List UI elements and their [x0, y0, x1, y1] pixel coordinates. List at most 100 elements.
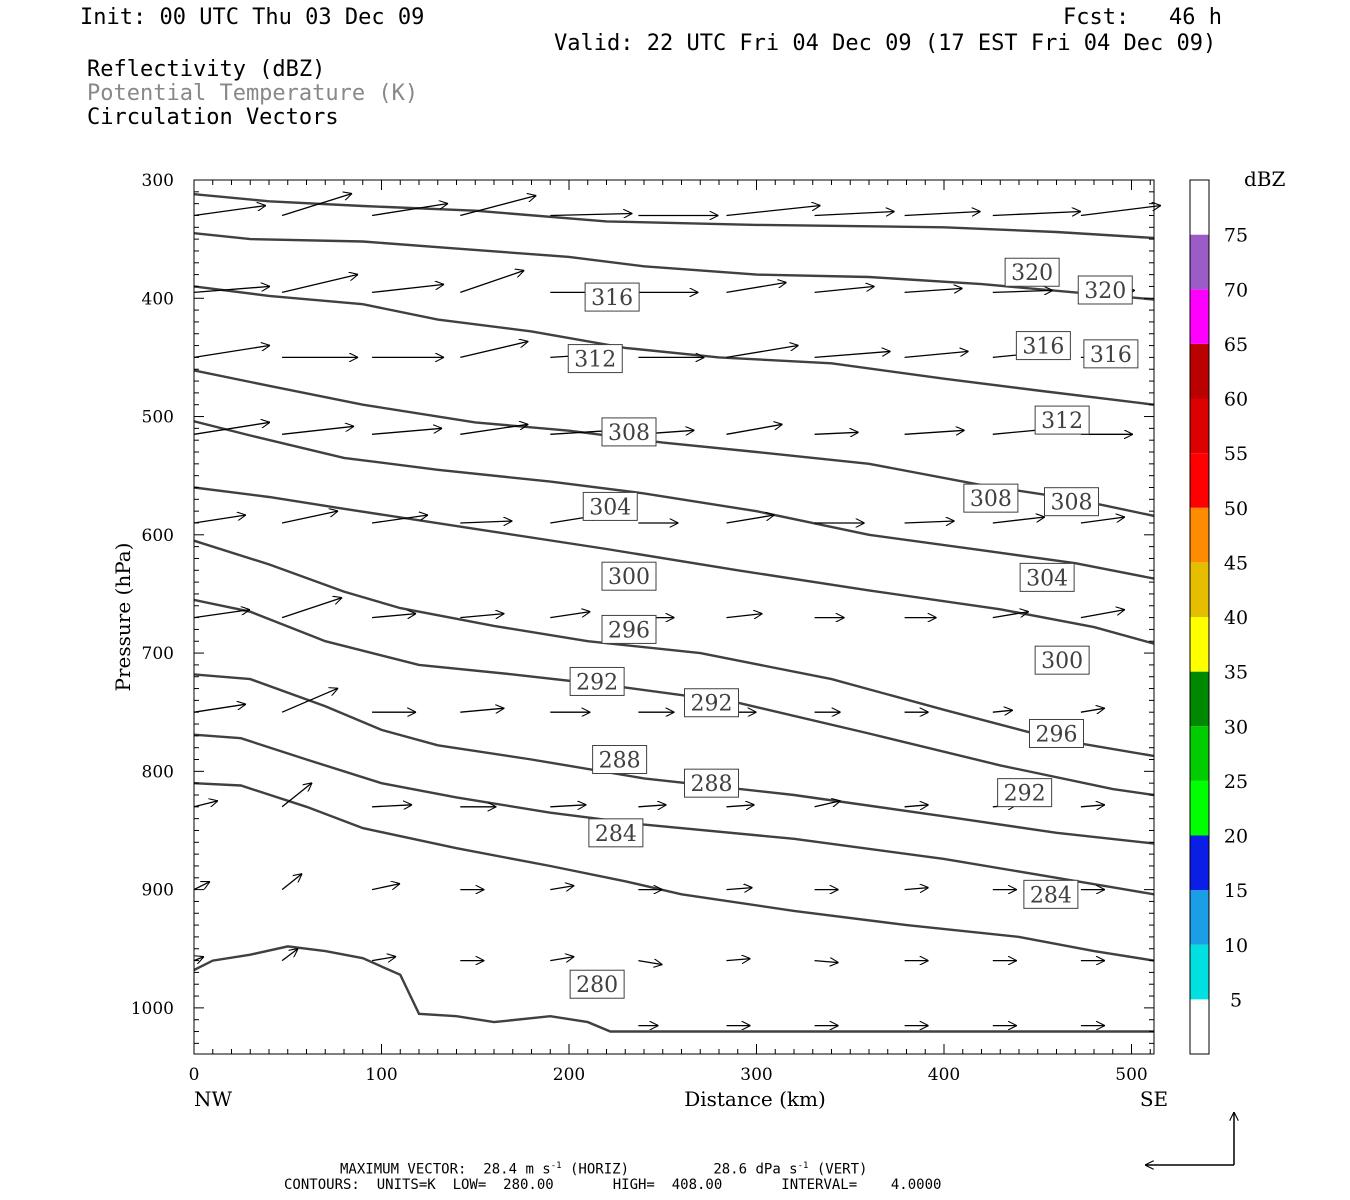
y-tick-label: 500 — [142, 408, 174, 428]
theta-contour-320 — [194, 232, 1154, 301]
wind-vector — [193, 422, 270, 435]
colorbar-tick-label: 5 — [1230, 989, 1242, 1011]
wind-vector — [904, 351, 969, 359]
wind-vector — [460, 424, 528, 435]
svg-text:284: 284 — [595, 822, 637, 847]
wind-vector — [904, 805, 929, 807]
y-tick-label: 1000 — [131, 999, 174, 1019]
vert-exponent: -1 — [797, 1161, 809, 1171]
wind-vector — [814, 351, 891, 359]
contour-label: 308 — [601, 417, 657, 447]
colorbar-swatch — [1190, 562, 1209, 617]
max-vector-horiz: 28.4 m s — [483, 1161, 551, 1178]
contour-label: 300 — [1034, 645, 1090, 675]
wind-vector — [372, 428, 442, 435]
theta-contour-288 — [194, 733, 1154, 896]
colorbar-tick-label: 60 — [1224, 389, 1248, 411]
field-title-reflectivity: Reflectivity (dBZ) — [87, 57, 326, 82]
max-vector-vert: 28.6 dPa s — [713, 1161, 798, 1178]
contour-label: 296 — [601, 614, 657, 644]
theta-contour-292 — [194, 673, 1154, 845]
colorbar-tick-label: 50 — [1224, 498, 1248, 520]
y-tick-label: 400 — [142, 289, 174, 309]
colorbar-tick-label: 65 — [1224, 334, 1248, 356]
colorbar-tick-label: 35 — [1224, 662, 1248, 684]
svg-text:300: 300 — [1041, 649, 1083, 674]
wind-vector — [1080, 708, 1105, 712]
wind-vector — [726, 206, 821, 217]
wind-vector — [460, 614, 504, 618]
wind-vector — [904, 212, 981, 216]
wind-vector — [193, 957, 204, 961]
colorbar-tick-label: 10 — [1224, 935, 1248, 957]
svg-text:316: 316 — [1090, 343, 1132, 368]
contour-label: 292 — [684, 688, 739, 718]
wind-vector — [281, 511, 338, 524]
theta-contour-308 — [194, 420, 1154, 580]
contour-label: 308 — [1044, 487, 1099, 517]
colorbar-swatch — [1190, 835, 1209, 891]
x-axis-left-label: NW — [194, 1087, 233, 1111]
wind-vector — [726, 805, 755, 807]
wind-vector — [1080, 206, 1161, 217]
contour-label: 296 — [1029, 718, 1084, 748]
x-tick-label: 500 — [1115, 1065, 1147, 1085]
wind-vector — [904, 288, 963, 292]
wind-vector — [550, 957, 574, 961]
wind-vector — [814, 286, 875, 294]
x-axis-title: Distance (km) — [684, 1087, 826, 1111]
theta-contour-304 — [194, 486, 1154, 645]
colorbar-tick-label: 55 — [1224, 443, 1248, 465]
svg-text:312: 312 — [1041, 409, 1083, 434]
contour-label: 284 — [588, 818, 644, 848]
wind-vector — [904, 888, 929, 890]
svg-text:292: 292 — [576, 670, 618, 695]
wind-vector — [638, 805, 666, 807]
wind-vector — [372, 805, 412, 807]
wind-vector — [550, 886, 574, 890]
max-vector-line: MAXIMUM VECTOR: 28.4 m s-1 (HORIZ) 28.6 … — [340, 1158, 867, 1178]
svg-text:292: 292 — [691, 692, 733, 717]
wind-vector — [281, 274, 358, 294]
wind-vector — [1080, 517, 1125, 524]
wind-vector — [814, 212, 895, 216]
wind-vector — [281, 598, 342, 619]
init-time: Init: 00 UTC Thu 03 Dec 09 — [80, 5, 425, 30]
contour-label: 304 — [582, 491, 638, 521]
wind-vector — [992, 710, 1013, 712]
wind-vector — [372, 614, 416, 618]
svg-text:288: 288 — [599, 749, 641, 774]
colorbar-swatch — [1190, 289, 1209, 344]
wind-vector — [550, 612, 590, 619]
wind-vector — [992, 290, 1053, 292]
contour-label: 312 — [1034, 405, 1090, 435]
y-tick-label: 900 — [142, 881, 174, 901]
wind-vector — [992, 612, 1029, 619]
wind-vector — [992, 212, 1081, 216]
contour-label: 320 — [1004, 257, 1060, 287]
theta-contour-300 — [194, 539, 1154, 758]
wind-vector — [282, 426, 354, 435]
theta-contour-324 — [194, 193, 1154, 240]
svg-text:312: 312 — [574, 348, 616, 373]
colorbar-swatch — [1190, 453, 1209, 508]
field-title-theta: Potential Temperature (K) — [87, 81, 419, 106]
wind-vector — [726, 515, 775, 524]
theta-contour-316 — [194, 285, 1154, 406]
horiz-exponent: -1 — [550, 1161, 562, 1171]
x-tick-label: 400 — [928, 1065, 960, 1085]
wind-vector — [1080, 610, 1125, 619]
contour-label: 292 — [997, 778, 1053, 808]
wind-vector — [1080, 805, 1105, 807]
contour-label: 308 — [963, 483, 1019, 513]
wind-vector — [460, 341, 528, 359]
wind-vector — [814, 432, 859, 434]
colorbar-tick-label: 30 — [1224, 716, 1248, 738]
x-axis-right-label: SE — [1140, 1087, 1168, 1111]
colorbar-swatch — [1190, 234, 1209, 290]
svg-text:308: 308 — [1051, 491, 1093, 516]
wind-vector — [193, 881, 210, 891]
colorbar-swatch — [1190, 999, 1209, 1054]
wind-vector — [814, 801, 841, 808]
